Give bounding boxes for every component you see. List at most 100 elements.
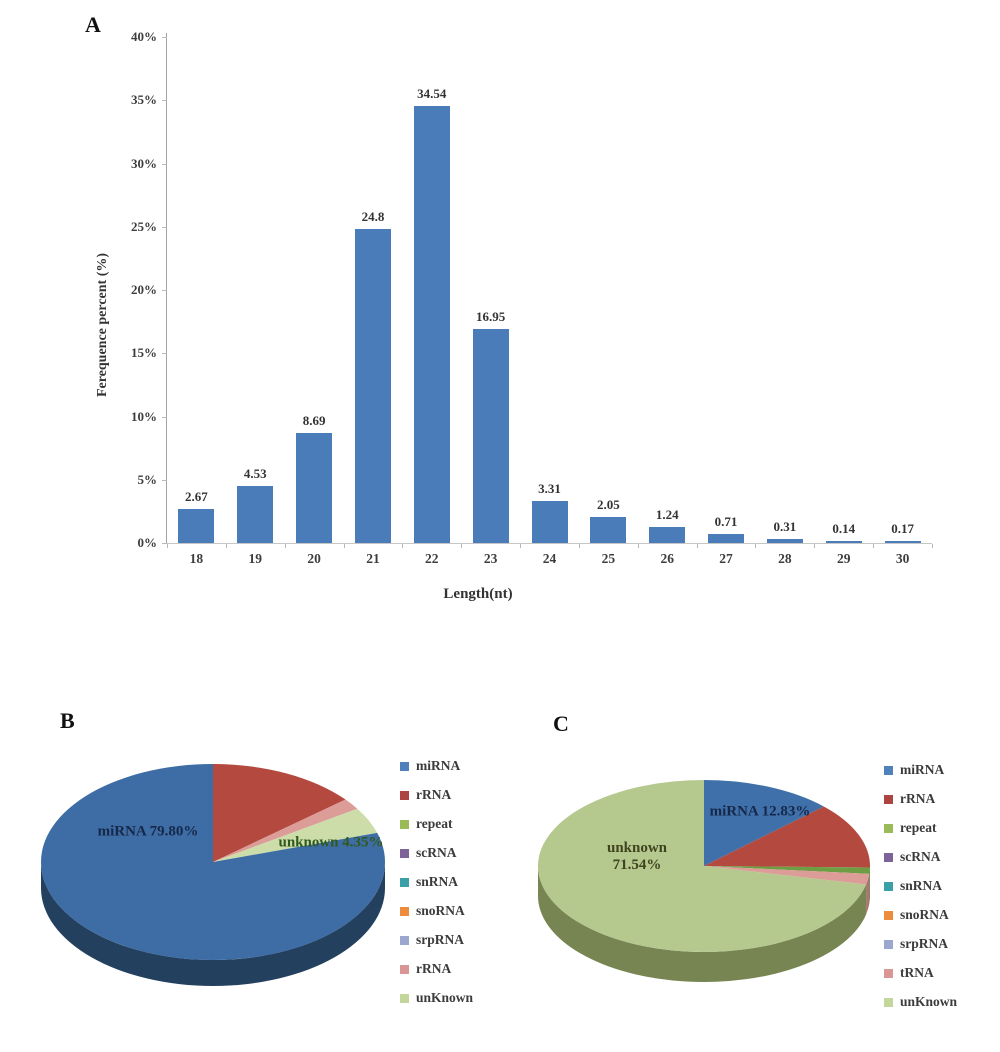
y-tick-mark <box>162 416 167 418</box>
pie-chart-b <box>40 764 385 986</box>
x-tick-label: 21 <box>366 551 380 566</box>
pie-slice-unKnown <box>213 808 378 862</box>
y-axis-line <box>166 33 167 543</box>
bar-29 <box>825 541 862 543</box>
legend-item-miRNA: miRNA <box>884 760 944 780</box>
legend-item-snRNA: snRNA <box>884 876 942 896</box>
legend-label: miRNA <box>900 762 945 777</box>
bar-value-label: 24.8 <box>361 209 385 225</box>
legend-label: repeat <box>900 820 937 835</box>
legend-swatch <box>400 761 409 771</box>
pie-chart-c <box>538 780 870 982</box>
legend-item-srpRNA: srpRNA <box>884 934 948 954</box>
x-tick-label: 19 <box>248 551 263 566</box>
legend-item-srpRNA: srpRNA <box>400 930 464 950</box>
legend-item-snRNA: snRNA <box>400 872 458 892</box>
pie-data-label: miRNA 79.80% <box>97 823 199 840</box>
pie-side-tRNA <box>866 873 870 915</box>
legend-swatch <box>400 964 409 974</box>
bar-21 <box>354 229 391 543</box>
legend-item-repeat: repeat <box>400 814 453 834</box>
y-tick-label: 35% <box>131 92 157 108</box>
y-tick-label: 40% <box>131 29 157 44</box>
legend-item-scRNA: scRNA <box>400 843 457 863</box>
pie-data-label: unknown 4.35% <box>278 834 384 851</box>
x-tick-mark <box>343 544 345 548</box>
y-tick-mark <box>162 37 167 38</box>
legend-item-unKnown: unKnown <box>884 992 957 1012</box>
legend-item-snoRNA: snoRNA <box>400 901 465 921</box>
panel-c-label: C <box>553 711 569 736</box>
legend-label: rRNA <box>900 791 936 806</box>
x-tick-mark <box>696 544 698 548</box>
y-tick-mark <box>162 163 167 165</box>
bar-value-label: 0.31 <box>773 519 797 535</box>
legend-swatch <box>400 790 409 800</box>
x-tick-label: 22 <box>425 551 439 566</box>
x-axis-title: Length(nt) <box>443 586 513 602</box>
x-tick-mark <box>167 544 168 548</box>
legend-label: rRNA <box>416 961 452 976</box>
bar-18 <box>178 509 215 543</box>
y-tick-label: 10% <box>131 408 157 424</box>
bar-28 <box>766 539 803 543</box>
bar-27 <box>708 534 745 543</box>
legend-label: scRNA <box>900 849 941 864</box>
legend-swatch <box>400 935 409 945</box>
legend-item-repeat: repeat <box>884 818 937 838</box>
legend-swatch <box>884 881 893 891</box>
pie-side-repeat <box>869 867 870 904</box>
bar-value-label: 3.31 <box>538 481 561 497</box>
bar-value-label: 1.24 <box>655 507 679 523</box>
bar-value-label: 16.95 <box>476 308 506 324</box>
legend-item-scRNA: scRNA <box>884 847 941 867</box>
x-tick-mark <box>461 544 463 548</box>
legend-swatch <box>884 852 893 862</box>
x-tick-label: 27 <box>719 551 733 566</box>
y-tick-mark <box>162 290 167 291</box>
bar-30 <box>884 540 921 543</box>
legend-label: unKnown <box>416 990 474 1005</box>
y-axis-title: Ferequence percent (%) <box>95 252 110 398</box>
bar-25 <box>590 517 627 543</box>
bar-value-label: 34.54 <box>417 86 447 102</box>
y-tick-label: 0% <box>137 535 158 550</box>
bar-value-label: 0.17 <box>891 520 914 536</box>
x-tick-mark <box>755 544 757 548</box>
legend-label: miRNA <box>416 758 461 773</box>
x-tick-mark <box>284 544 286 548</box>
legend-item-tRNA: tRNA <box>884 963 934 983</box>
legend-swatch <box>400 848 409 858</box>
legend-label: tRNA <box>900 965 934 980</box>
legend-label: repeat <box>416 816 453 831</box>
pie-slice-rRNA <box>213 764 346 862</box>
legend-item-rRNA: rRNA <box>400 785 451 805</box>
bar-value-label: 0.14 <box>832 521 856 537</box>
y-tick-label: 15% <box>131 345 157 361</box>
y-tick-mark <box>162 479 167 481</box>
bar-26 <box>649 527 686 543</box>
legend-label: snoRNA <box>416 903 465 918</box>
x-tick-label: 30 <box>895 551 910 566</box>
pie-data-label: unknown 71.54% <box>606 839 668 873</box>
y-tick-mark <box>162 543 167 544</box>
pie-slice-repeat <box>704 866 870 874</box>
x-tick-mark <box>578 544 580 548</box>
legend-swatch <box>400 819 409 829</box>
y-tick-mark <box>162 100 167 102</box>
bar-value-label: 8.69 <box>302 413 326 429</box>
pie-slice-rRNA <box>213 799 358 862</box>
legend-swatch <box>884 939 893 949</box>
bar-23 <box>472 328 509 543</box>
legend-item-unKnown: unKnown <box>400 988 473 1008</box>
bar-20 <box>296 433 333 543</box>
legend-label: unKnown <box>900 994 958 1009</box>
pie-slice-tRNA <box>704 866 870 885</box>
pie-slice-miRNA <box>40 764 385 960</box>
x-tick-label: 25 <box>601 551 616 566</box>
x-tick-label: 23 <box>483 551 498 566</box>
legend-swatch <box>884 968 893 978</box>
pie-slice-rRNA <box>704 806 870 868</box>
panel-b-label: B <box>60 708 75 733</box>
bar-value-label: 4.53 <box>243 465 267 481</box>
